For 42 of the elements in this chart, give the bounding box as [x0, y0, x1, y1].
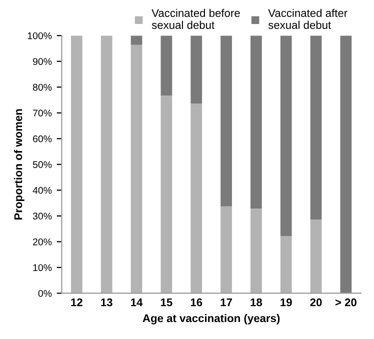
y-tick-label: 10%: [33, 264, 52, 272]
bar: [220, 36, 232, 206]
legend-label: Vaccinated after sexual debut: [268, 8, 348, 29]
bar: [340, 36, 352, 294]
bar: [280, 36, 292, 236]
bar: [130, 44, 142, 294]
y-tick-label: 80%: [32, 84, 52, 91]
y-tick-label: 30%: [32, 212, 52, 220]
y-tick-label: 70%: [33, 110, 52, 117]
x-tick-label: 18: [250, 298, 262, 306]
bar: [190, 104, 202, 294]
x-tick-label: 14: [131, 298, 143, 306]
x-tick-label: > 20: [335, 298, 356, 306]
legend-label: Vaccinated before sexual debut: [152, 8, 240, 29]
x-tick-label: 20: [310, 298, 322, 306]
y-tick-label: 20%: [33, 238, 52, 246]
bar: [310, 220, 322, 294]
bar: [100, 36, 112, 294]
bar: [160, 96, 172, 294]
y-tick-label: 60%: [33, 135, 52, 142]
bar: [190, 36, 202, 104]
y-tick-label: 90%: [32, 58, 52, 65]
y-tick-label: 50%: [32, 161, 52, 168]
bar: [130, 36, 142, 45]
y-tick-label: 40%: [32, 186, 52, 194]
bar: [70, 36, 82, 294]
bar: [160, 36, 172, 96]
bar: [220, 206, 232, 294]
bar: [310, 36, 322, 220]
x-tick-label: 19: [280, 298, 292, 306]
bar: [250, 36, 262, 208]
x-tick-label: 12: [71, 298, 82, 306]
bar: [280, 236, 292, 294]
x-axis-title: Age at vaccination (years): [142, 314, 280, 324]
y-axis-title: Proportion of women: [14, 109, 24, 220]
x-tick-label: 16: [190, 298, 202, 306]
x-tick-label: 13: [101, 298, 112, 306]
bar: [250, 208, 262, 294]
x-tick-label: 17: [220, 298, 232, 306]
y-tick-label: 100%: [28, 32, 52, 40]
y-tick-label: 0%: [38, 290, 52, 297]
x-tick-label: 15: [160, 298, 172, 306]
